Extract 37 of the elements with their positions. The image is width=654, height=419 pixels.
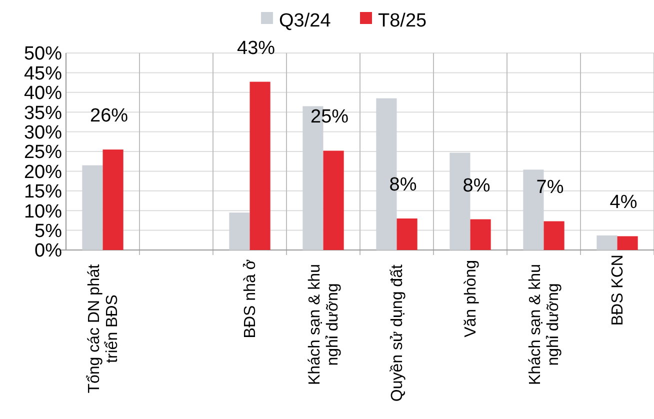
x-tick-label: Tổng các DN phát triển BĐS	[86, 264, 121, 394]
y-tick-label: 40%	[24, 83, 62, 104]
y-tick-label: 30%	[24, 122, 62, 144]
bar	[396, 218, 418, 250]
bar	[596, 235, 618, 250]
x-tick-label: Khách sạn & khu nghỉ dưỡng	[306, 264, 342, 385]
data-label: 8%	[462, 175, 490, 196]
y-tick-label: 25%	[24, 142, 62, 164]
y-tick-label: 50%	[24, 44, 62, 65]
y-tick-label: 20%	[24, 162, 62, 183]
bar	[617, 236, 638, 250]
x-tick-label: Văn phòng	[462, 260, 480, 338]
legend-label: T8/25	[378, 10, 427, 32]
y-tick-label: 5%	[34, 220, 62, 242]
x-tick-label: BĐS nhà ở	[242, 258, 259, 338]
y-tick-label: 10%	[24, 201, 62, 222]
bar	[229, 212, 250, 250]
y-tick-label: 15%	[24, 182, 62, 203]
x-tick-label: Khách sạn & khu nghỉ dưỡng	[526, 264, 562, 385]
bar	[250, 82, 270, 250]
bar	[82, 165, 103, 250]
data-label: 25%	[310, 106, 349, 128]
bar	[323, 150, 344, 250]
x-tick-label: BĐS KCN	[609, 254, 626, 326]
y-tick-label: 45%	[24, 63, 62, 84]
data-label: 7%	[536, 177, 564, 198]
bar	[102, 150, 124, 250]
data-label: 8%	[389, 174, 417, 196]
y-tick-label: 0%	[34, 240, 62, 262]
data-label: 4%	[610, 192, 638, 214]
data-label: 26%	[90, 106, 128, 127]
data-label: 43%	[237, 38, 276, 59]
y-tick-label: 35%	[24, 102, 62, 124]
bar	[544, 221, 564, 250]
bar	[470, 219, 491, 250]
legend-label: Q3/24	[279, 10, 332, 32]
x-tick-label: Quyền sử dụng đất	[388, 264, 406, 402]
